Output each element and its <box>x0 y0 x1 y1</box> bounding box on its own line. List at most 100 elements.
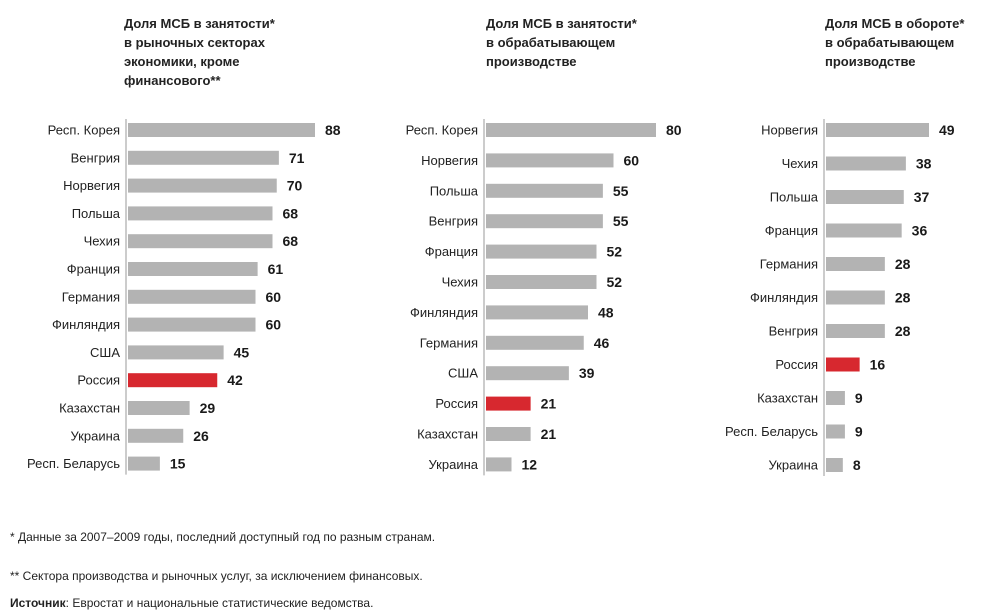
chart-title-turnover-manufacturing: Доля МСБ в обороте* в обрабатывающем про… <box>825 14 964 71</box>
title-line: финансового** <box>124 73 221 88</box>
category-label: Россия <box>435 396 478 411</box>
category-label: Польша <box>770 190 819 205</box>
value-label: 42 <box>227 372 243 388</box>
value-label: 55 <box>613 213 629 229</box>
value-label: 60 <box>624 152 640 168</box>
bar-казахстан <box>486 427 531 441</box>
bar-chart-employment-market: Респ. Корея 88 Венгрия 71 Норвегия 70 Польша 68… <box>27 119 341 475</box>
bar-россия <box>826 357 860 372</box>
category-label: Франция <box>67 262 120 277</box>
bar-польша <box>826 190 904 204</box>
value-label: 71 <box>289 150 305 166</box>
bar-чехия <box>486 275 597 289</box>
value-label: 68 <box>283 233 299 249</box>
category-label: Респ. Беларусь <box>27 456 120 471</box>
value-label: 38 <box>916 156 932 172</box>
title-line: Доля МСБ в занятости* <box>124 16 275 31</box>
chart-title-employment-market: Доля МСБ в занятости* в рыночных сектора… <box>124 14 275 90</box>
category-label: Франция <box>425 244 478 259</box>
value-label: 9 <box>855 390 863 406</box>
bar-казахстан <box>128 401 190 415</box>
category-label: Германия <box>760 257 818 272</box>
bar-германия <box>486 335 584 350</box>
category-label: США <box>448 366 478 381</box>
bar-сша <box>128 345 224 360</box>
footnote-data-years: * Данные за 2007–2009 годы, последний до… <box>10 530 436 544</box>
bar-респ-беларусь <box>826 424 845 439</box>
footnote-source: Источник: Евростат и национальные статис… <box>10 596 373 610</box>
value-label: 16 <box>870 357 886 373</box>
bar-респ-беларусь <box>128 456 160 471</box>
bar-франция <box>128 262 258 276</box>
value-label: 21 <box>541 426 557 442</box>
bar-chart-employment-manufacturing: Респ. Корея 80 Норвегия 60 Польша 55 Венгрия 55… <box>406 119 682 476</box>
value-label: 52 <box>607 244 623 260</box>
chart-title-employment-manufacturing: Доля МСБ в занятости* в обрабатывающем п… <box>486 14 637 71</box>
category-label: Финляндия <box>410 305 478 320</box>
bar-сша <box>486 366 569 381</box>
value-label: 61 <box>268 261 284 277</box>
bar-украина <box>128 428 184 443</box>
title-line: Доля МСБ в занятости* <box>486 16 637 31</box>
category-label: Венгрия <box>71 150 120 165</box>
bar-россия <box>128 373 218 388</box>
value-label: 36 <box>912 223 928 239</box>
category-label: Финляндия <box>52 317 120 332</box>
bar-финляндия <box>486 305 588 320</box>
title-line: Доля МСБ в обороте* <box>825 16 965 31</box>
source-text: : Евростат и национальные статистические… <box>65 596 374 610</box>
value-label: 45 <box>234 344 250 360</box>
category-label: Франция <box>765 223 818 238</box>
value-label: 37 <box>914 189 930 205</box>
bar-респ-корея <box>128 123 315 137</box>
value-label: 49 <box>939 122 955 138</box>
source-label: Источник <box>10 596 66 610</box>
bar-казахстан <box>826 391 845 405</box>
bar-франция <box>486 244 597 259</box>
bar-германия <box>826 257 885 271</box>
title-line: экономики, кроме <box>124 54 240 69</box>
bar-россия <box>486 396 531 411</box>
value-label: 88 <box>325 122 341 138</box>
bar-финляндия <box>826 290 885 305</box>
bar-венгрия <box>128 150 279 165</box>
value-label: 55 <box>613 183 629 199</box>
value-label: 52 <box>607 274 623 290</box>
category-label: Россия <box>775 357 818 372</box>
category-label: Украина <box>71 428 121 443</box>
category-label: Россия <box>77 373 120 388</box>
value-label: 15 <box>170 456 186 472</box>
category-label: Германия <box>420 335 478 350</box>
bar-чехия <box>826 156 906 171</box>
title-line: производстве <box>825 54 916 69</box>
category-label: Польша <box>430 183 479 198</box>
bar-норвегия <box>128 178 277 193</box>
category-label: Чехия <box>442 275 478 290</box>
category-label: Украина <box>429 457 479 472</box>
value-label: 28 <box>895 323 911 339</box>
bar-германия <box>128 289 256 304</box>
bar-польша <box>128 206 273 221</box>
category-label: Польша <box>72 206 121 221</box>
category-label: Германия <box>62 289 120 304</box>
category-label: Респ. Корея <box>406 123 478 138</box>
value-label: 68 <box>283 205 299 221</box>
bar-chart-turnover-manufacturing: Норвегия 49 Чехия 38 Польша 37 Франция 36 Герман… <box>725 119 955 476</box>
category-label: Казахстан <box>59 401 120 416</box>
title-line: в обрабатывающем <box>486 35 616 50</box>
category-label: Казахстан <box>417 427 478 442</box>
value-label: 12 <box>522 456 538 472</box>
bar-респ-корея <box>486 123 656 137</box>
category-label: Финляндия <box>750 290 818 305</box>
category-label: Чехия <box>84 234 120 249</box>
value-label: 28 <box>895 256 911 272</box>
value-label: 60 <box>266 289 282 305</box>
category-label: Венгрия <box>429 214 478 229</box>
category-label: Норвегия <box>421 153 478 168</box>
bar-франция <box>826 223 902 238</box>
value-label: 26 <box>193 428 209 444</box>
bar-чехия <box>128 234 273 249</box>
value-label: 29 <box>200 400 216 416</box>
bar-финляндия <box>128 317 256 332</box>
bar-польша <box>486 183 603 198</box>
